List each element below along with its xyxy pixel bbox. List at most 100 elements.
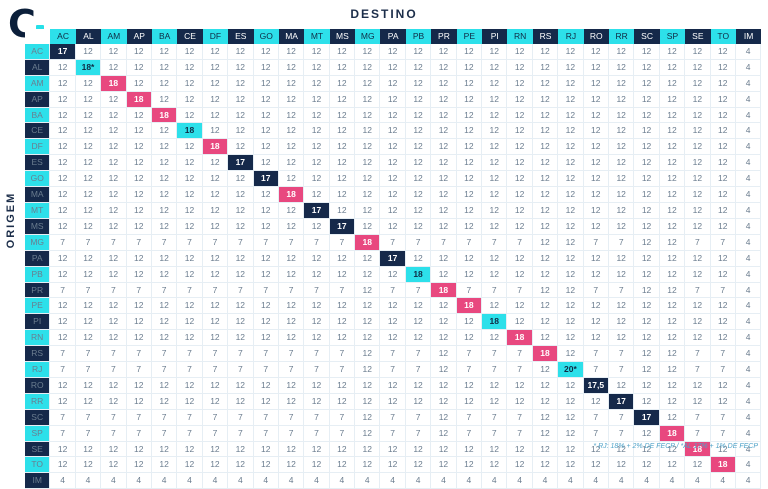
rate-cell: 12 bbox=[329, 139, 356, 156]
rate-cell: 12 bbox=[532, 202, 559, 219]
rate-cell: 7 bbox=[685, 346, 711, 363]
rate-cell: 12 bbox=[177, 266, 203, 283]
rate-cell: 4 bbox=[380, 473, 406, 489]
rate-cell: 12 bbox=[431, 123, 457, 140]
rate-cell: 12 bbox=[558, 314, 584, 331]
rate-cell: 12 bbox=[532, 234, 559, 251]
rate-cell: 7 bbox=[482, 425, 508, 442]
rate-cell: 12 bbox=[126, 123, 152, 140]
rate-cell: 12 bbox=[101, 266, 127, 283]
rate-cell: 12 bbox=[532, 457, 559, 474]
rate-cell: 12 bbox=[685, 75, 711, 92]
row-header-pb: PB bbox=[25, 266, 51, 283]
internal-rate-cell: 18 bbox=[482, 314, 508, 331]
rate-cell: 12 bbox=[304, 250, 330, 267]
rate-cell: 7 bbox=[177, 362, 203, 378]
internal-rate-cell: 18 bbox=[507, 330, 533, 347]
rate-cell: 7 bbox=[177, 409, 203, 426]
rate-cell: 7 bbox=[304, 346, 330, 363]
rate-cell: 7 bbox=[228, 282, 254, 299]
rate-cell: 12 bbox=[405, 377, 432, 394]
rate-cell: 12 bbox=[583, 202, 609, 219]
rate-cell: 12 bbox=[634, 123, 660, 140]
rate-cell: 12 bbox=[380, 75, 406, 92]
rate-cell: 12 bbox=[50, 314, 76, 331]
internal-rate-cell: 18 bbox=[456, 298, 483, 315]
rate-cell: 12 bbox=[431, 155, 457, 172]
rate-cell: 12 bbox=[101, 107, 127, 124]
rate-cell: 7 bbox=[685, 282, 711, 299]
rate-cell: 7 bbox=[380, 362, 406, 378]
rate-cell: 12 bbox=[659, 282, 686, 299]
rate-cell: 12 bbox=[558, 457, 584, 474]
rate-cell: 12 bbox=[634, 218, 660, 235]
rate-cell: 4 bbox=[405, 473, 432, 489]
rate-cell: 12 bbox=[532, 155, 559, 172]
rate-cell: 12 bbox=[278, 171, 305, 188]
rate-cell: 7 bbox=[101, 362, 127, 378]
rate-cell: 12 bbox=[583, 75, 609, 92]
row-header-ac: AC bbox=[25, 43, 51, 60]
rate-cell: 12 bbox=[202, 123, 229, 140]
rate-cell: 12 bbox=[634, 457, 660, 474]
rate-cell: 12 bbox=[380, 91, 406, 108]
rate-cell: 12 bbox=[126, 155, 152, 172]
rate-cell: 12 bbox=[304, 457, 330, 474]
rate-cell: 12 bbox=[126, 330, 152, 347]
rate-cell: 12 bbox=[304, 59, 330, 76]
rate-cell: 12 bbox=[558, 91, 584, 108]
rate-cell: 12 bbox=[75, 171, 102, 188]
row-header-sp: SP bbox=[25, 425, 51, 442]
rate-cell: 7 bbox=[151, 425, 178, 442]
rate-cell: 12 bbox=[456, 43, 483, 60]
rate-cell: 12 bbox=[558, 155, 584, 172]
rate-cell: 12 bbox=[710, 107, 736, 124]
rate-cell: 12 bbox=[634, 282, 660, 299]
rate-cell: 12 bbox=[126, 75, 152, 92]
rate-cell: 12 bbox=[380, 171, 406, 188]
rate-cell: 12 bbox=[278, 298, 305, 315]
rate-cell: 7 bbox=[608, 362, 635, 378]
rate-cell: 12 bbox=[558, 59, 584, 76]
rate-cell: 12 bbox=[482, 457, 508, 474]
rate-cell: 12 bbox=[278, 441, 305, 458]
rate-cell: 4 bbox=[735, 377, 762, 394]
rate-cell: 12 bbox=[456, 250, 483, 267]
rate-cell: 12 bbox=[710, 43, 736, 60]
rate-cell: 12 bbox=[278, 75, 305, 92]
rate-cell: 12 bbox=[608, 59, 635, 76]
rate-cell: 7 bbox=[75, 346, 102, 363]
rate-cell: 12 bbox=[710, 202, 736, 219]
rate-cell: 12 bbox=[101, 218, 127, 235]
rate-cell: 12 bbox=[456, 139, 483, 156]
rate-cell: 12 bbox=[101, 457, 127, 474]
rate-cell: 12 bbox=[151, 139, 178, 156]
rate-cell: 12 bbox=[482, 218, 508, 235]
rate-cell: 12 bbox=[304, 314, 330, 331]
rate-cell: 12 bbox=[659, 171, 686, 188]
rate-cell: 7 bbox=[380, 425, 406, 442]
rate-cell: 12 bbox=[685, 393, 711, 410]
rate-cell: 12 bbox=[710, 75, 736, 92]
rate-cell: 12 bbox=[75, 457, 102, 474]
rate-cell: 12 bbox=[50, 59, 76, 76]
rate-cell: 12 bbox=[355, 202, 381, 219]
rate-cell: 12 bbox=[101, 91, 127, 108]
rate-cell: 12 bbox=[482, 441, 508, 458]
rate-cell: 12 bbox=[75, 393, 102, 410]
rate-cell: 12 bbox=[659, 218, 686, 235]
rate-cell: 12 bbox=[405, 171, 432, 188]
rate-cell: 12 bbox=[380, 43, 406, 60]
rate-cell: 12 bbox=[507, 59, 533, 76]
rate-cell: 12 bbox=[101, 202, 127, 219]
rate-cell: 12 bbox=[151, 43, 178, 60]
rate-cell: 7 bbox=[329, 234, 356, 251]
rate-cell: 12 bbox=[253, 75, 279, 92]
rate-cell: 12 bbox=[558, 218, 584, 235]
row-header-al: AL bbox=[25, 59, 51, 76]
rate-cell: 12 bbox=[202, 107, 229, 124]
internal-rate-cell: 17 bbox=[50, 43, 76, 60]
rate-cell: 12 bbox=[558, 441, 584, 458]
rate-cell: 12 bbox=[608, 171, 635, 188]
rate-cell: 12 bbox=[202, 171, 229, 188]
